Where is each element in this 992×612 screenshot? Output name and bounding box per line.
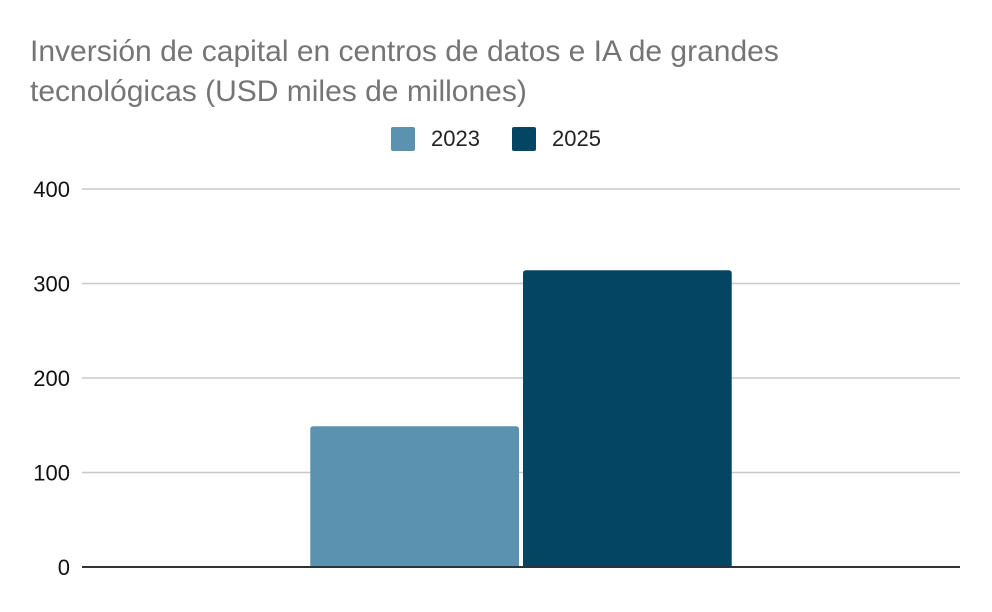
legend-item-2023: 2023 [391, 126, 480, 152]
legend-swatch-2025 [512, 127, 536, 151]
bar-layer [310, 270, 732, 567]
chart-title: Inversión de capital en centros de datos… [30, 35, 779, 108]
y-tick-label-0: 0 [58, 555, 70, 580]
legend-swatch-2023 [391, 127, 416, 151]
bar-2025 [523, 270, 732, 567]
legend-item-2025: 2025 [512, 126, 601, 152]
legend-label-2025: 2025 [552, 126, 601, 151]
y-tick-label-400: 400 [33, 177, 70, 202]
y-tick-label-300: 300 [33, 272, 70, 297]
bar-2023 [310, 426, 519, 567]
grid-layer [82, 188, 960, 474]
chart-legend: 2023 2025 [0, 126, 992, 152]
y-tick-label-100: 100 [33, 461, 70, 486]
y-tick-label-200: 200 [33, 366, 70, 391]
axis-layer: 0 100 200 300 400 [33, 177, 960, 580]
legend-label-2023: 2023 [431, 126, 480, 151]
